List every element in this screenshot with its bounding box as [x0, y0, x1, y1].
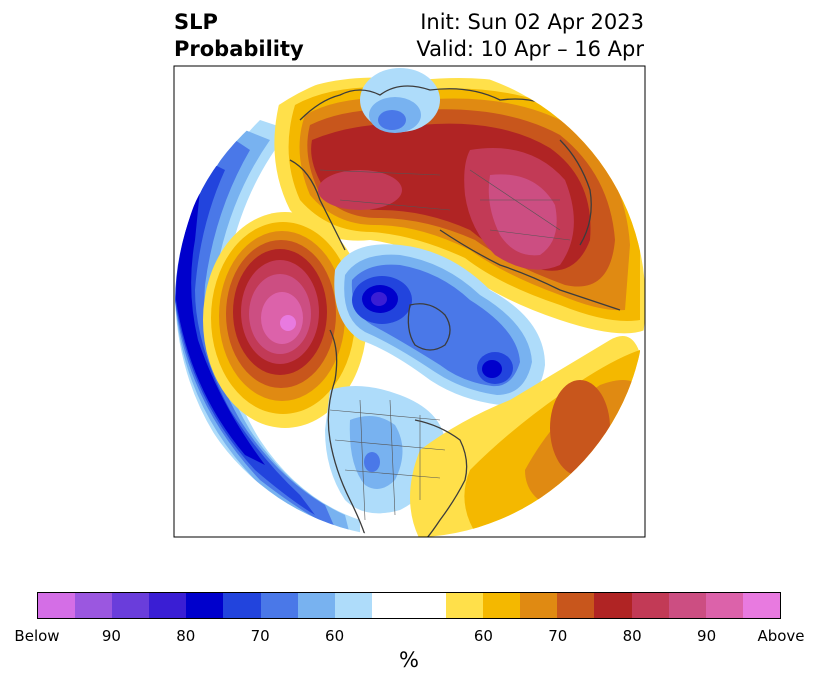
boundaries: [319, 169, 571, 521]
colorbar-tick-label: Below: [14, 627, 60, 645]
colorbar-segment: [594, 593, 632, 618]
coastlines: [289, 85, 621, 537]
colorbar-tick-label: 60: [473, 627, 493, 645]
colorbar-segment: [334, 593, 372, 618]
colorbar-tick-label: 90: [697, 627, 717, 645]
colorbar-unit: %: [399, 648, 419, 672]
arctic-below-anomaly: [334, 244, 545, 405]
colorbar-tick-label: 70: [548, 627, 568, 645]
colorbar-segment: [149, 593, 187, 618]
colorbar-tick-label: 80: [622, 627, 642, 645]
colorbar-tick-label: Above: [757, 627, 805, 645]
colorbar-tick-label: 60: [325, 627, 345, 645]
init-date: Init: Sun 02 Apr 2023: [420, 10, 644, 34]
colorbar-tick-label: 90: [101, 627, 121, 645]
colorbar-segment: [557, 593, 595, 618]
eurasia-above-anomaly: [274, 77, 645, 334]
kara-below-anomaly: [360, 68, 440, 133]
colorbar-segment: [38, 593, 76, 618]
colorbar-segment: [260, 593, 298, 618]
colorbar-segment: [446, 593, 484, 618]
map-frame: [173, 65, 646, 538]
valid-range: Valid: 10 Apr – 16 Apr: [416, 37, 644, 61]
colorbar-segment: [631, 593, 669, 618]
date-info: Init: Sun 02 Apr 2023 Valid: 10 Apr – 16…: [416, 9, 644, 63]
colorbar-segment: [371, 593, 447, 618]
colorbar-segment: [483, 593, 521, 618]
colorbar-segment: [668, 593, 706, 618]
colorbar-tick-label: 70: [250, 627, 270, 645]
colorbar-segment: [742, 593, 780, 618]
colorbar-segment: [75, 593, 113, 618]
colorbar-segment: [520, 593, 558, 618]
title-line-2: Probability: [174, 37, 304, 61]
colorbar-segment: [112, 593, 150, 618]
colorbar-segment: [186, 593, 224, 618]
probability-map: [173, 65, 646, 538]
colorbar: [37, 592, 781, 619]
colorbar-tick-label: 80: [176, 627, 196, 645]
title-line-1: SLP: [174, 10, 218, 34]
colorbar-segment: [223, 593, 261, 618]
colorbar-segment: [705, 593, 743, 618]
pacific-above-anomaly: [203, 212, 367, 428]
colorbar-segment: [297, 593, 335, 618]
map-title: SLP Probability: [174, 9, 304, 63]
